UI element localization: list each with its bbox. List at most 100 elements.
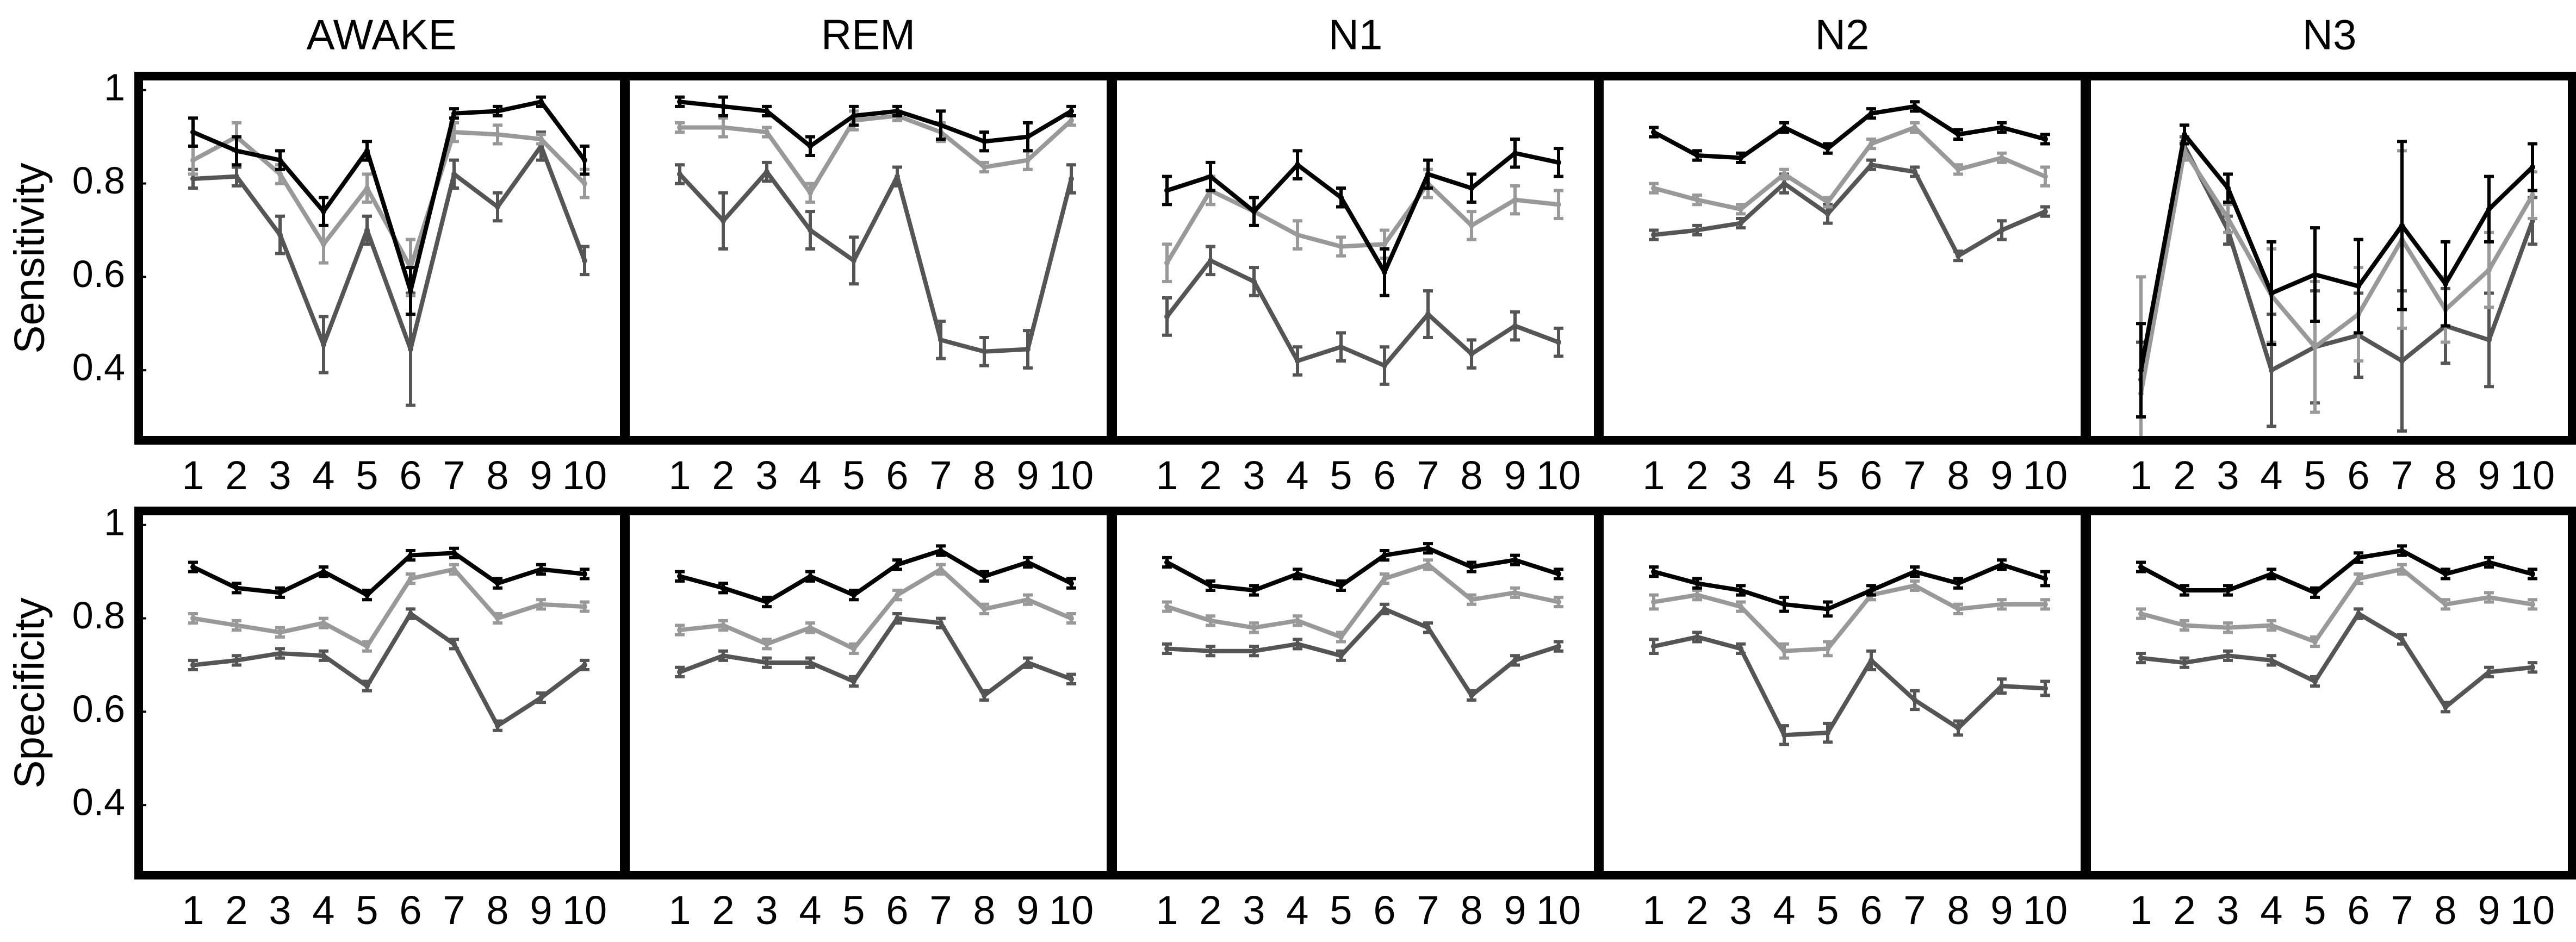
data-point <box>1912 569 1917 575</box>
data-point <box>1512 197 1518 203</box>
series-line <box>2139 144 2535 382</box>
data-point <box>321 209 326 215</box>
data-point <box>1512 323 1518 329</box>
x-tick-label: 5 <box>356 453 378 498</box>
data-point <box>721 585 726 591</box>
data-point <box>1738 206 1743 212</box>
data-point <box>1825 211 1830 217</box>
data-point <box>2530 664 2535 670</box>
data-point <box>234 622 239 628</box>
data-point <box>2043 209 2048 215</box>
data-point <box>1025 346 1031 352</box>
data-point <box>277 171 283 177</box>
data-point <box>538 601 544 607</box>
x-tick-label: 8 <box>486 888 508 933</box>
x-tick-label: 10 <box>2510 888 2555 933</box>
x-tick-label: 8 <box>1460 888 1482 933</box>
data-point <box>721 622 726 628</box>
data-point <box>2138 610 2144 616</box>
data-point <box>2269 367 2274 373</box>
x-tick-label: 6 <box>1373 453 1395 498</box>
data-point <box>2486 594 2492 600</box>
x-tick-label: 4 <box>2260 453 2282 498</box>
data-point <box>1556 339 1561 345</box>
data-point <box>451 171 457 177</box>
x-tick-label: 4 <box>2260 888 2282 933</box>
x-tick-label: 8 <box>973 888 995 933</box>
data-point <box>1164 604 1170 610</box>
data-point <box>1956 581 1961 587</box>
data-point <box>1999 683 2004 689</box>
data-point <box>895 615 900 621</box>
series-1-sensitivity-n3 <box>2136 140 2537 442</box>
data-point <box>1999 124 2004 130</box>
series-line <box>191 551 587 597</box>
x-tick-label: 1 <box>182 453 204 498</box>
data-point <box>982 348 987 354</box>
series-line <box>191 611 587 728</box>
data-point <box>1425 562 1431 567</box>
data-point <box>1251 648 1257 654</box>
data-point <box>2269 657 2274 663</box>
x-tick-label: 6 <box>2347 888 2369 933</box>
data-point <box>451 110 457 116</box>
data-point <box>1782 124 1787 130</box>
data-point <box>1738 646 1743 652</box>
x-tick-label: 9 <box>1990 453 2013 498</box>
data-point <box>764 660 769 666</box>
x-tick-label: 1 <box>668 888 691 933</box>
data-point <box>938 122 944 128</box>
x-tick-label: 9 <box>1016 453 1039 498</box>
y-tick-label: 0.6 <box>72 688 125 730</box>
data-point <box>677 124 682 130</box>
series-2-sensitivity-rem <box>675 160 1076 370</box>
data-point <box>851 258 856 264</box>
data-point <box>2443 281 2448 287</box>
data-point <box>1164 188 1170 194</box>
x-tick-label: 9 <box>1016 888 1039 933</box>
data-point <box>1869 162 1874 168</box>
data-point <box>408 346 413 352</box>
data-point <box>2182 660 2187 666</box>
x-tick-label: 8 <box>1460 453 1482 498</box>
series-2-specificity-n1 <box>1162 602 1563 702</box>
data-point <box>1825 606 1830 612</box>
series-1-specificity-awake <box>188 563 589 653</box>
data-point <box>1694 197 1700 203</box>
data-point <box>1295 162 1300 168</box>
data-point <box>234 657 239 663</box>
data-point <box>2486 206 2492 212</box>
data-point <box>1382 576 1387 582</box>
data-point <box>1825 730 1830 736</box>
data-point <box>1382 606 1387 612</box>
data-point <box>1025 134 1031 140</box>
data-point <box>764 641 769 647</box>
data-point <box>2269 622 2274 628</box>
data-point <box>1208 173 1213 179</box>
series-1-specificity-n2 <box>1649 579 2050 660</box>
panel-frame <box>134 72 629 445</box>
data-point <box>808 573 813 579</box>
data-point <box>1469 185 1474 191</box>
data-point <box>808 227 813 233</box>
data-point <box>408 552 413 558</box>
data-point <box>2356 283 2361 289</box>
data-point <box>2182 622 2187 628</box>
data-point <box>1956 725 1961 731</box>
data-point <box>2399 637 2405 642</box>
x-tick-label: 8 <box>486 453 508 498</box>
data-point <box>234 148 239 154</box>
x-tick-label: 9 <box>2478 453 2500 498</box>
series-line <box>1652 125 2047 211</box>
data-point <box>1825 646 1830 652</box>
data-point <box>408 288 413 294</box>
data-point <box>321 241 326 247</box>
x-tick-label: 3 <box>269 453 291 498</box>
series-line <box>1165 607 1561 698</box>
x-tick-label: 9 <box>2478 888 2500 933</box>
x-tick-label: 3 <box>1729 888 1752 933</box>
data-point <box>2225 215 2231 221</box>
data-point <box>277 232 283 238</box>
data-point <box>1782 601 1787 607</box>
